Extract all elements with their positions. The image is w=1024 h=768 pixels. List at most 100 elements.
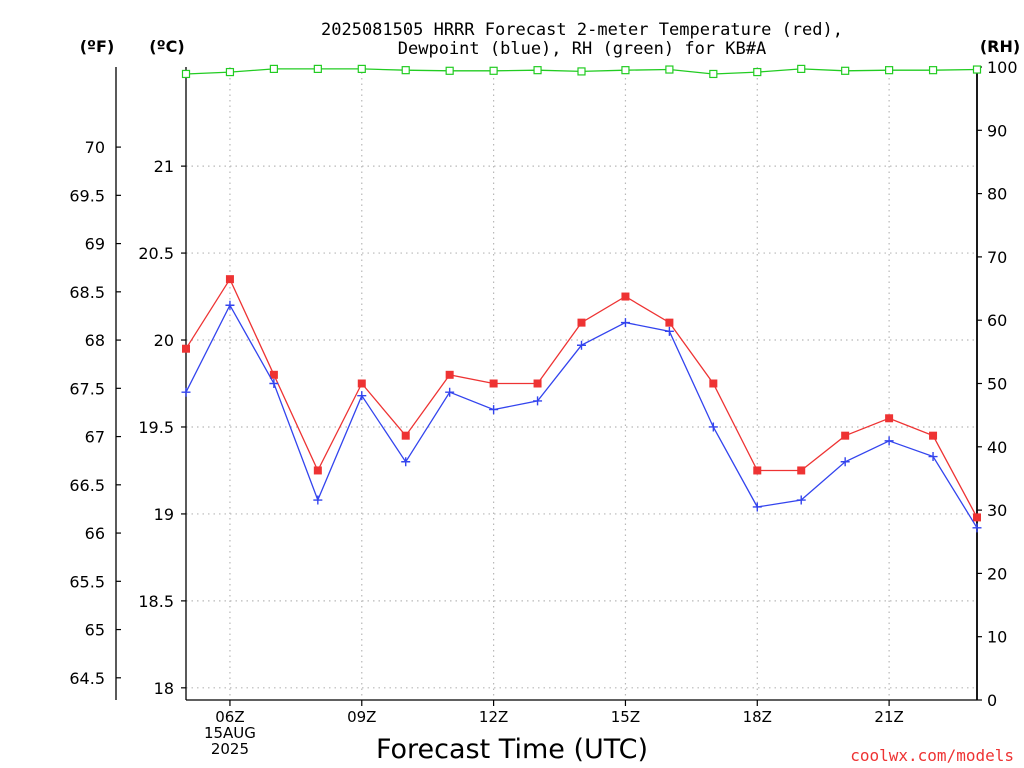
rh-tick-label: 80 [987,185,1007,204]
temperature-point [929,431,938,440]
rh-tick-label: 90 [987,121,1007,140]
dewpoint-point [620,318,630,328]
fahrenheit-tick-label: 67 [85,428,105,447]
rh-tick-label: 100 [987,58,1018,77]
rh-tick-label: 10 [987,628,1007,647]
dewpoint-point [489,405,499,415]
rh-tick-label: 20 [987,564,1007,583]
fahrenheit-tick-label: 70 [85,138,105,157]
temperature-point [753,466,762,475]
fahrenheit-tick-label: 65 [85,621,105,640]
dewpoint-point [313,495,323,505]
x-tick-label: 18Z [743,708,772,726]
rh-point [928,66,938,75]
temperature-point [709,379,718,388]
dewpoint-point [225,300,235,310]
rh-point [445,66,454,75]
rh-tick-label: 30 [987,501,1007,520]
celsius-tick-label: 20.5 [138,244,174,263]
fahrenheit-tick-label: 66 [85,524,105,543]
temperature-point [885,414,894,423]
rh-point [841,66,850,75]
dewpoint-point [533,396,543,406]
rh-point [533,66,542,75]
dewpoint-point [664,326,674,336]
temperature-point [973,513,981,522]
chart-title: 2025081505 HRRR Forecast 2-meter Tempera… [321,20,843,59]
temperature-point [797,466,806,475]
rh-point [489,66,498,75]
temperature-point [401,431,410,440]
temperature-point [533,379,542,388]
fahrenheit-tick-label: 64.5 [69,669,105,688]
temperature-line [185,277,978,518]
celsius-unit-label: (ºC) [149,37,184,56]
temperature-point [269,370,278,379]
temperature-point [313,466,322,475]
rh-point [665,65,674,74]
dewpoint-point [708,422,718,432]
fahrenheit-unit-label: (ºF) [80,37,115,56]
dewpoint-point [752,502,762,512]
rh-point [972,65,982,74]
rh-point [313,64,322,73]
rh-point [357,64,366,73]
dewpoint-point [796,495,806,505]
x-tick-label: 15Z [611,708,640,726]
rh-unit-label: (RH) [980,37,1020,56]
dewpoint-line [185,303,978,529]
dewpoint-point [840,457,850,467]
celsius-tick-label: 18.5 [138,592,174,611]
celsius-tick-label: 21 [154,157,174,176]
rh-point [269,64,278,73]
temperature-point [577,318,586,327]
temperature-point [841,431,850,440]
rh-point [225,67,235,77]
dewpoint-point [928,452,938,462]
celsius-tick-label: 18 [154,679,174,698]
grid-lines [186,67,977,700]
rh-tick-label: 0 [987,691,997,710]
x-tick-label: 2025 [211,740,249,758]
fahrenheit-tick-label: 69.5 [69,186,105,205]
fahrenheit-tick-label: 68.5 [69,283,105,302]
fahrenheit-tick-label: 65.5 [69,572,105,591]
rh-point [577,67,586,76]
fahrenheit-tick-label: 68 [85,331,105,350]
celsius-tick-label: 20 [154,331,174,350]
rh-point [885,66,894,75]
temperature-point [357,379,366,388]
x-tick-label: 09Z [347,708,376,726]
rh-point [621,66,630,75]
x-tick-label: 21Z [874,708,903,726]
temperature-point [182,344,190,353]
temperature-point [665,318,674,327]
credit-text: coolwx.com/models [850,746,1014,765]
celsius-tick-label: 19.5 [138,418,174,437]
rh-tick-label: 70 [987,248,1007,267]
x-axis-label: Forecast Time (UTC) [376,734,648,765]
dewpoint-point [357,391,367,401]
dewpoint-point [445,387,455,397]
dewpoint-point [269,379,279,388]
series-layer [181,64,982,533]
rh-tick-label: 50 [987,375,1007,394]
dewpoint-point [577,340,586,350]
title-line-2: Dewpoint (blue), RH (green) for KB#A [398,39,766,59]
title-line-1: 2025081505 HRRR Forecast 2-meter Tempera… [321,20,843,40]
temperature-point [445,370,454,379]
dewpoint-point [884,436,894,446]
rh-point [401,66,410,75]
dewpoint-point [401,457,411,467]
axes: 18 18.5 19 19.5 20 20.5 21 64.5 65 65.5 66 66.5 67 67… [69,58,1017,758]
x-tick-label: 15AUG [204,724,256,742]
temperature-point [621,292,630,301]
rh-point [181,69,191,79]
rh-tick-label: 40 [987,438,1007,457]
x-tick-label: 06Z [215,708,244,726]
rh-point [709,69,718,79]
rh-point [797,64,806,73]
dewpoint-point [181,387,191,397]
rh-point [753,67,762,77]
